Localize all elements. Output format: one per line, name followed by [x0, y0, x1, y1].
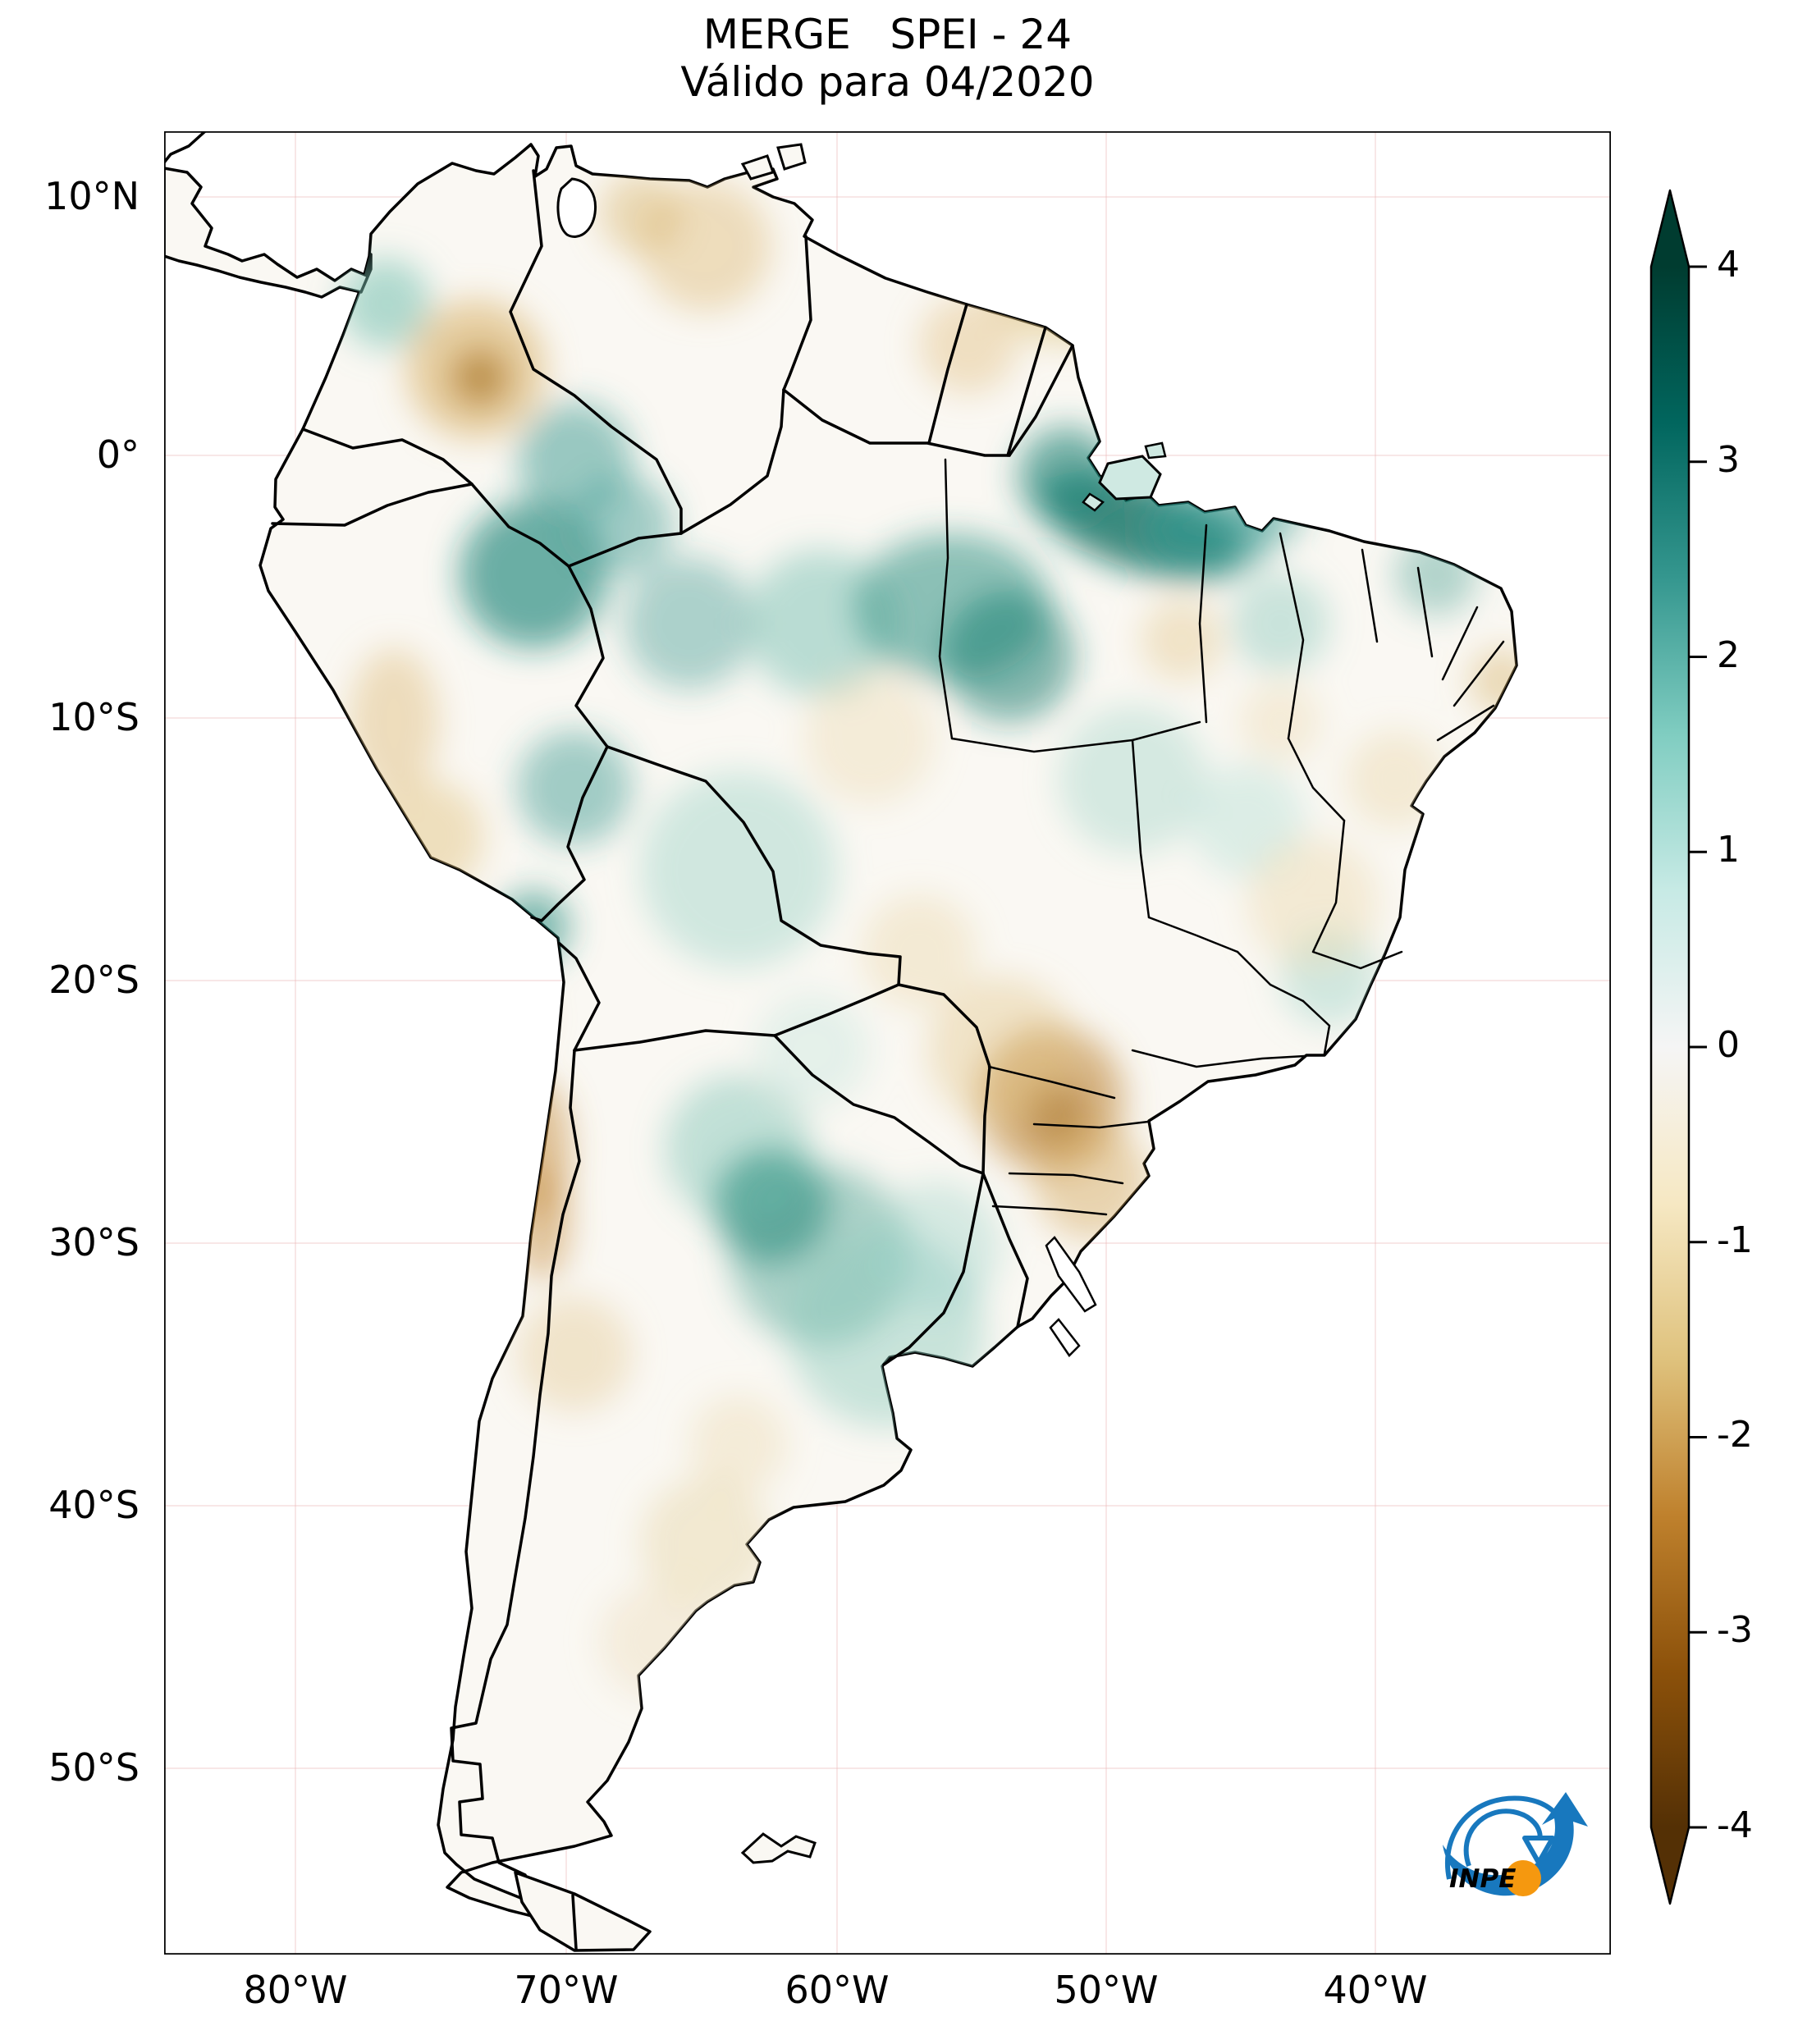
cbar-tick-m1: -1	[1717, 1219, 1753, 1261]
cbar-tick-2: 2	[1717, 634, 1740, 676]
cbar-tick-1: 1	[1717, 829, 1740, 871]
spei-anomaly-field	[341, 172, 1517, 1699]
lat-tick-10s: 10°S	[48, 695, 140, 739]
lon-tick-50w: 50°W	[1054, 1968, 1159, 2012]
lon-tick-70w: 70°W	[514, 1968, 619, 2012]
tierra-del-fuego-island	[514, 1871, 652, 1952]
south-america-spei-map	[164, 131, 1611, 1955]
cbar-tick-3: 3	[1717, 439, 1740, 481]
logo-inpe-text: INPE	[1449, 1864, 1516, 1894]
lon-tick-60w: 60°W	[785, 1968, 890, 2012]
cbar-tick-4: 4	[1717, 244, 1740, 286]
lat-tick-20s: 20°S	[48, 958, 140, 1002]
inpe-logo: INPE	[1443, 1792, 1588, 1896]
lat-tick-0: 0°	[96, 432, 140, 477]
falkland-islands	[740, 1832, 817, 1864]
logo-orange-sphere-icon	[1505, 1860, 1541, 1896]
figure-title: MERGE SPEI - 24 Válido para 04/2020	[164, 11, 1611, 106]
cbar-tick-0: 0	[1717, 1024, 1740, 1066]
title-line-1: MERGE SPEI - 24	[702, 11, 1073, 58]
water-and-islands	[556, 143, 1167, 1864]
colorbar-gradient-bar	[1649, 189, 1690, 1905]
lat-tick-10n: 10°N	[44, 174, 140, 218]
colorbar-tick-marks	[1689, 265, 1707, 1829]
title-line-2: Válido para 04/2020	[680, 57, 1095, 106]
lagoa-dos-patos	[1045, 1236, 1097, 1313]
spei-colorbar	[1649, 189, 1707, 1905]
lagoa-mirim	[1049, 1318, 1081, 1357]
lat-tick-30s: 30°S	[48, 1220, 140, 1264]
state-borders	[938, 458, 1505, 1216]
cbar-tick-m4: -4	[1717, 1804, 1753, 1846]
trinidad-island	[740, 154, 775, 181]
country-borders	[164, 131, 1074, 1950]
cbar-tick-m2: -2	[1717, 1414, 1753, 1456]
lat-tick-50s: 50°S	[48, 1745, 140, 1790]
lon-tick-40w: 40°W	[1323, 1968, 1428, 2012]
marajo-island	[1098, 455, 1162, 501]
lake-maracaibo	[556, 177, 597, 238]
logo-up-arrow-swoosh-icon	[1443, 1792, 1588, 1896]
logo-down-arrow-icon	[1522, 1836, 1555, 1865]
cbar-tick-m3: -3	[1717, 1609, 1753, 1651]
lon-tick-80w: 80°W	[243, 1968, 348, 2012]
lat-tick-40s: 40°S	[48, 1483, 140, 1527]
logo-inner-swirl-icon	[1463, 1809, 1543, 1867]
